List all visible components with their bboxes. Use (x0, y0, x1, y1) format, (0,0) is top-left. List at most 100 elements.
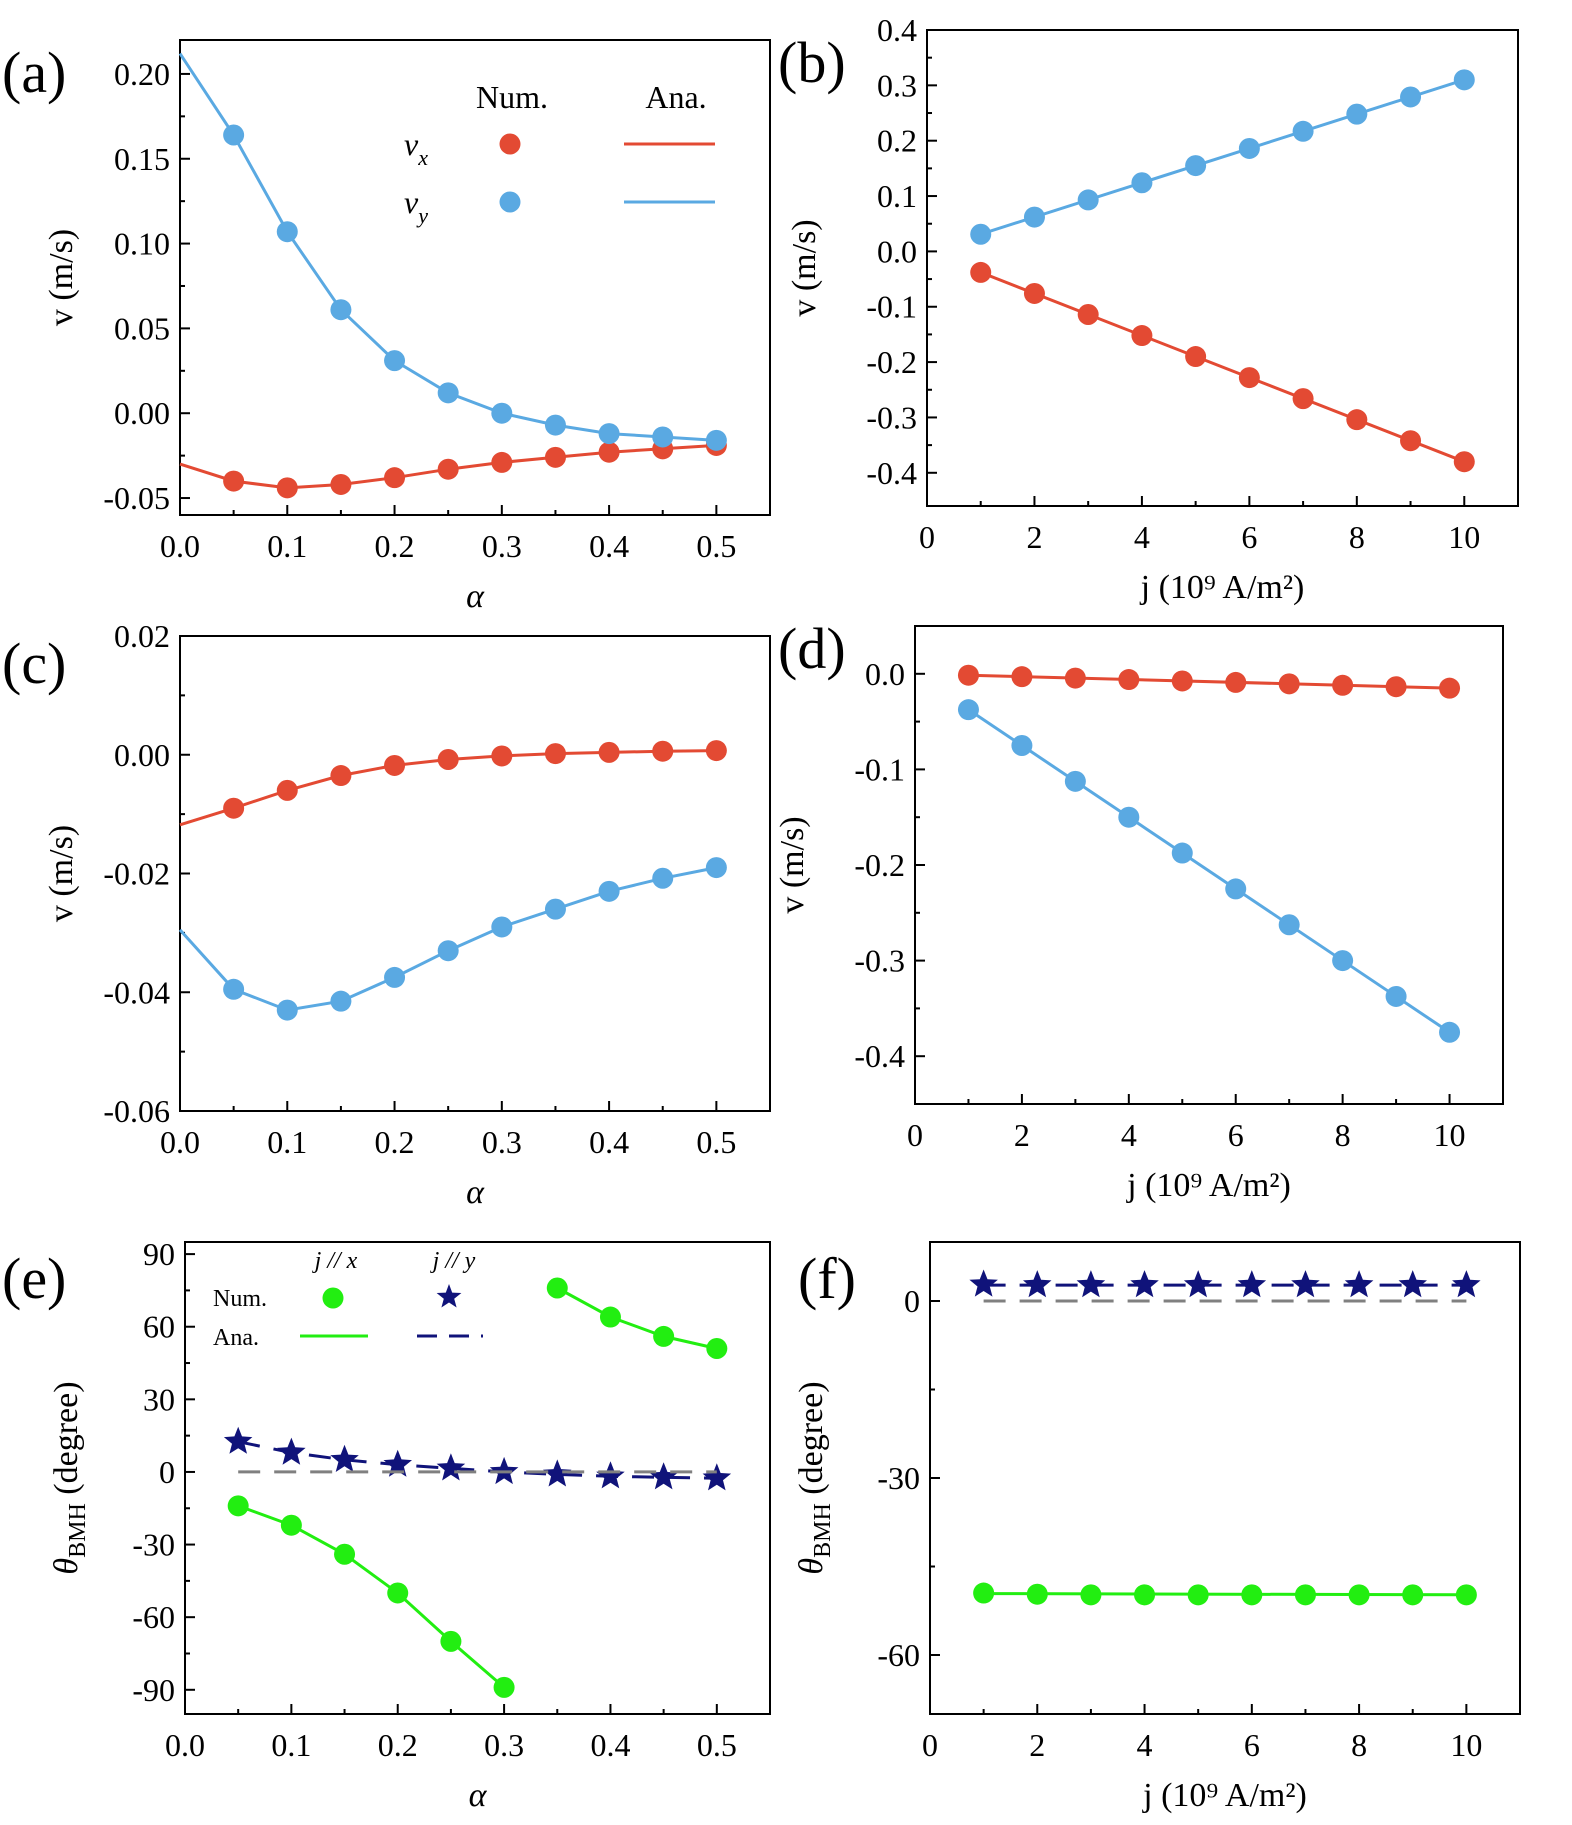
data-point (493, 1676, 515, 1698)
panel-label: (d) (778, 616, 846, 681)
legend-var: vy (404, 184, 428, 228)
plot-frame (184, 1241, 771, 1715)
x-axis-title: α (466, 1174, 485, 1211)
legend-row-num: Num. (213, 1286, 267, 1312)
data-point (1332, 950, 1354, 972)
analytic-line (983, 1592, 1467, 1597)
x-tick-label: 0.5 (696, 1124, 736, 1160)
panel-label: (c) (2, 631, 66, 696)
panel-c: 0.0 0.1 0.2 0.3 0.4 0.5 -0.06 -0.04 -0.02 0.00 0.0… (2, 618, 771, 1211)
y-tick-label: -0.4 (866, 455, 917, 491)
x-tick-label: 0.1 (267, 528, 307, 564)
data-point (384, 966, 406, 988)
x-axis-title: j (10⁹ A/m²) (1140, 569, 1305, 606)
x-tick-label: 2 (1014, 1117, 1030, 1153)
data-point (957, 664, 979, 686)
y-tick-label: 0.05 (114, 310, 170, 346)
data-point (1292, 388, 1314, 410)
plot-frame (929, 1241, 1521, 1715)
x-tick-label: 0 (907, 1117, 923, 1153)
data-point (1385, 985, 1407, 1007)
x-tick-label: 0.3 (482, 528, 522, 564)
y-tick-label: 0.1 (877, 178, 917, 214)
analytic-line (237, 1504, 506, 1689)
data-point (1453, 69, 1475, 91)
data-point (1238, 137, 1260, 159)
analytic-line (556, 1286, 718, 1350)
data-point (1225, 671, 1247, 693)
legend: j // x j // y Num. Ana. (213, 1248, 483, 1351)
y-tick-label: 30 (143, 1381, 175, 1417)
x-tick-label: 8 (1335, 1117, 1351, 1153)
data-point (1011, 666, 1033, 688)
x-tick-label: 0.5 (696, 528, 736, 564)
data-point-star (277, 1437, 306, 1465)
legend-col-jx: j // x (312, 1248, 358, 1274)
data-point-star (702, 1463, 732, 1491)
x-tick-label: 8 (1351, 1727, 1367, 1763)
data-point (276, 779, 298, 801)
y-axis-subscript: BMH (810, 1503, 836, 1558)
x-tick-label: 4 (1137, 1727, 1153, 1763)
y-tick-label: 0.15 (114, 141, 170, 177)
data-point (1402, 1584, 1424, 1606)
data-point-star (969, 1269, 998, 1297)
data-point (653, 1325, 675, 1347)
y-tick-label: -0.2 (866, 344, 917, 380)
y-axis-theta: θ (793, 1558, 830, 1575)
panel-a: 0.0 0.1 0.2 0.3 0.4 0.5 -0.05 0.00 0.05 0.10 0.15 0… (2, 39, 771, 615)
x-tick-label: 0.3 (482, 1124, 522, 1160)
series-j//x (973, 1582, 1477, 1606)
y-tick-label: 60 (143, 1309, 175, 1345)
data-point-star (596, 1461, 625, 1489)
data-point (1134, 1584, 1156, 1606)
x-tick-label: 6 (1228, 1117, 1244, 1153)
data-point (280, 1514, 302, 1536)
legend-marker (499, 133, 521, 155)
y-tick-label: -60 (877, 1637, 920, 1673)
data-point (1023, 282, 1045, 304)
data-point (705, 740, 727, 762)
y-axis-title: v (m/s) (43, 229, 80, 326)
data-point (1278, 673, 1300, 695)
data-point (1278, 914, 1300, 936)
y-tick-label: 0.10 (114, 226, 170, 262)
data-point (1171, 842, 1193, 864)
data-point (223, 124, 245, 146)
data-point (1185, 155, 1207, 177)
y-axis-unit: (degree) (48, 1381, 85, 1503)
legend-var: vx (404, 126, 428, 170)
x-axis-title: α (469, 1777, 488, 1814)
data-point (957, 699, 979, 721)
y-axis-title: v (m/s) (774, 816, 811, 913)
panel-label: (a) (2, 40, 66, 105)
legend-col-jy: j // y (430, 1248, 476, 1274)
y-tick-label: -0.05 (103, 480, 170, 516)
y-tick-label: 0.20 (114, 56, 170, 92)
analytic-line (980, 271, 1465, 464)
data-point-star (223, 1426, 253, 1454)
data-point (1011, 735, 1033, 756)
x-tick-label: 0.4 (590, 1727, 630, 1763)
y-axis-subscript: BMH (65, 1503, 91, 1558)
data-point (1400, 86, 1422, 108)
legend-header-num: Num. (476, 79, 548, 115)
y-tick-label: -0.06 (103, 1093, 170, 1129)
x-tick-label: 4 (1121, 1117, 1137, 1153)
data-point (544, 743, 566, 765)
data-point-star (1291, 1270, 1320, 1298)
series-vx (179, 434, 727, 499)
data-point (652, 740, 674, 762)
y-tick-label: -0.1 (854, 751, 905, 787)
data-point (384, 754, 406, 776)
data-point (1080, 1584, 1102, 1606)
data-point (1348, 1584, 1370, 1606)
data-point (223, 978, 245, 1000)
y-tick-label: -60 (132, 1599, 175, 1635)
data-point (1131, 325, 1153, 347)
analytic-line (967, 708, 1451, 1034)
y-tick-label: -0.02 (103, 856, 170, 892)
legend-var-name: v (404, 184, 419, 220)
data-point (1453, 451, 1475, 473)
data-point (705, 429, 727, 451)
